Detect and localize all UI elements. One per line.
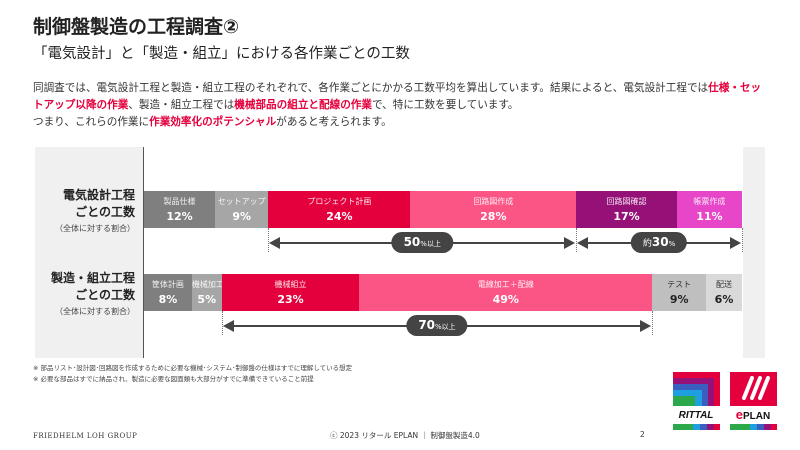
bracket-label: 約30% bbox=[630, 232, 688, 253]
bar-segment: 回路図確認 17% bbox=[576, 191, 677, 228]
segment-name: 回路図作成 bbox=[473, 197, 514, 206]
bracket-arrow: 50%以上 bbox=[269, 232, 576, 253]
body-paragraph: 同調査では、電気設計工程と製造・組立工程のそれぞれで、各作業ごとにかかる工数平均… bbox=[33, 80, 768, 114]
body-text: 同調査では、電気設計工程と製造・組立工程のそれぞれで、各作業ごとにかかる工数平均… bbox=[33, 80, 768, 131]
svg-text:RITTAL: RITTAL bbox=[679, 410, 714, 421]
bar-segment: 帳票作成 11% bbox=[676, 191, 742, 228]
bar-segment: プロジェクト計画 24% bbox=[268, 191, 411, 228]
rittal-logo: RITTAL bbox=[673, 372, 720, 430]
arrow-right-icon bbox=[729, 237, 741, 249]
bracket-value: 70 bbox=[418, 318, 436, 332]
bar-segment: テスト 9% bbox=[652, 274, 707, 311]
row-label-manufacturing: 製造・組立工程 ごとの工数 （全体に対する割合） bbox=[15, 270, 135, 317]
chart-panel: 電気設計工程 ごとの工数 （全体に対する割合） 製造・組立工程 ごとの工数 （全… bbox=[35, 147, 765, 358]
segment-name: 筐体計画 bbox=[151, 280, 184, 289]
bracket-prefix: 約 bbox=[642, 239, 652, 249]
svg-text:ePLAN: ePLAN bbox=[736, 407, 770, 422]
row-label-electrical: 電気設計工程 ごとの工数 （全体に対する割合） bbox=[15, 187, 135, 234]
body-text-span: 同調査では、電気設計工程と製造・組立工程のそれぞれで、各作業ごとにかかる工数平均… bbox=[33, 82, 709, 94]
bracket-suffix: % bbox=[668, 240, 676, 248]
bar-segment: 機械加工 5% bbox=[191, 274, 222, 311]
bracket-guide bbox=[268, 228, 270, 252]
segment-name: 帳票作成 bbox=[693, 197, 726, 206]
segment-value: 11% bbox=[696, 210, 723, 223]
bar-segment: 配送 6% bbox=[706, 274, 742, 311]
bracket-label: 70%以上 bbox=[406, 315, 468, 336]
highlight-text: 機械部品の組立と配線の作業 bbox=[234, 99, 372, 111]
segment-name: 製品仕様 bbox=[163, 197, 196, 206]
page-subtitle: 「電気設計」と「製造・組立」における各作業ごとの工数 bbox=[33, 46, 410, 62]
segment-name: 配送 bbox=[716, 280, 733, 289]
bracket-guide bbox=[652, 311, 654, 335]
segment-name: プロジェクト計画 bbox=[307, 197, 372, 206]
segment-value: 9% bbox=[232, 210, 252, 223]
body-text-span: つまり、これらの作業に bbox=[33, 116, 150, 128]
segment-value: 8% bbox=[158, 293, 178, 306]
bar-segment: 製品仕様 12% bbox=[144, 191, 216, 228]
segment-value: 9% bbox=[669, 293, 689, 306]
bar-segment: 筐体計画 8% bbox=[144, 274, 192, 311]
segment-value: 49% bbox=[492, 293, 519, 306]
row-label-line: 製造・組立工程 bbox=[50, 271, 135, 285]
bracket-label: 50%以上 bbox=[391, 232, 453, 253]
arrow-right-icon bbox=[564, 237, 576, 249]
arrow-left-icon bbox=[222, 320, 234, 332]
bracket-value: 30 bbox=[651, 235, 669, 249]
arrow-left-icon bbox=[269, 237, 281, 249]
segment-value: 12% bbox=[166, 210, 193, 223]
bracket-guide bbox=[742, 228, 743, 252]
page-title: 制御盤製造の工程調査② bbox=[33, 16, 240, 38]
bracket-arrow: 70%以上 bbox=[222, 315, 652, 336]
stacked-bar: 筐体計画 8% 機械加工 5% 機械組立 23% 電線加工＋配線 49% テスト 9% 配送 6% bbox=[144, 274, 742, 311]
segment-name: 機械加工 bbox=[191, 280, 222, 289]
row-label-note: （全体に対する割合） bbox=[55, 307, 135, 316]
bracket-guide bbox=[576, 228, 578, 252]
segment-name: 電線加工＋配線 bbox=[477, 280, 534, 289]
segment-value: 23% bbox=[277, 293, 304, 306]
bar-segment: 回路図作成 28% bbox=[410, 191, 577, 228]
arrow-left-icon bbox=[577, 237, 589, 249]
bracket-suffix: %以上 bbox=[420, 240, 441, 248]
row-label-line: ごとの工数 bbox=[75, 288, 135, 302]
segment-value: 5% bbox=[197, 293, 217, 306]
segment-name: セットアップ bbox=[217, 197, 266, 206]
segment-name: 回路図確認 bbox=[606, 197, 647, 206]
bracket-guide bbox=[221, 311, 223, 335]
segment-value: 17% bbox=[613, 210, 640, 223]
row-label-line: ごとの工数 bbox=[75, 205, 135, 219]
group-name: FRIEDHELM LOH GROUP bbox=[33, 432, 138, 440]
copyright: ⓒ 2023 リタール EPLAN ｜ 制御盤製造4.0 bbox=[330, 431, 480, 440]
bracket-value: 50 bbox=[403, 235, 421, 249]
highlight-text: 作業効率化のポテンシャル bbox=[149, 116, 277, 128]
page-number: 2 bbox=[640, 430, 645, 439]
arrow-right-icon bbox=[640, 320, 652, 332]
body-text-span: があると考えられます。 bbox=[276, 116, 392, 128]
footnote: ※ 部品リスト･設計図･回路図を作成するために必要な機械･システム･制御盤の仕様… bbox=[33, 364, 353, 372]
segment-name: テスト bbox=[667, 280, 692, 289]
footnotes: ※ 部品リスト･設計図･回路図を作成するために必要な機械･システム･制御盤の仕様… bbox=[33, 363, 352, 385]
bar-segment: セットアップ 9% bbox=[215, 191, 269, 228]
body-text-span: で、特に工数を要しています。 bbox=[372, 99, 519, 111]
bar-segment: 電線加工＋配線 49% bbox=[359, 274, 653, 311]
body-text-span: 、製造・組立工程では bbox=[128, 99, 235, 111]
row-label-line: 電気設計工程 bbox=[62, 188, 135, 202]
bar-segment: 機械組立 23% bbox=[221, 274, 360, 311]
bracket-arrow: 約30% bbox=[577, 232, 741, 253]
segment-value: 28% bbox=[480, 210, 507, 223]
highlight-text: 仕様・セットアップ以降の作業 bbox=[33, 82, 762, 111]
segment-value: 24% bbox=[326, 210, 353, 223]
body-paragraph: つまり、これらの作業に作業効率化のポテンシャルがあると考えられます。 bbox=[33, 114, 768, 131]
footnote: ※ 必要な部品はすでに納品され、製造に必要な図面類も大部分がすでに準備できている… bbox=[33, 375, 314, 383]
plot-area: 製品仕様 12% セットアップ 9% プロジェクト計画 24% 回路図作成 28% 回路図確認 1… bbox=[143, 147, 743, 358]
row-label-note: （全体に対する割合） bbox=[55, 224, 135, 233]
segment-value: 6% bbox=[714, 293, 734, 306]
bracket-suffix: %以上 bbox=[435, 323, 456, 331]
stacked-bar: 製品仕様 12% セットアップ 9% プロジェクト計画 24% 回路図作成 28% 回路図確認 1… bbox=[144, 191, 742, 228]
eplan-logo: ePLAN bbox=[730, 372, 777, 430]
segment-name: 機械組立 bbox=[274, 280, 307, 289]
